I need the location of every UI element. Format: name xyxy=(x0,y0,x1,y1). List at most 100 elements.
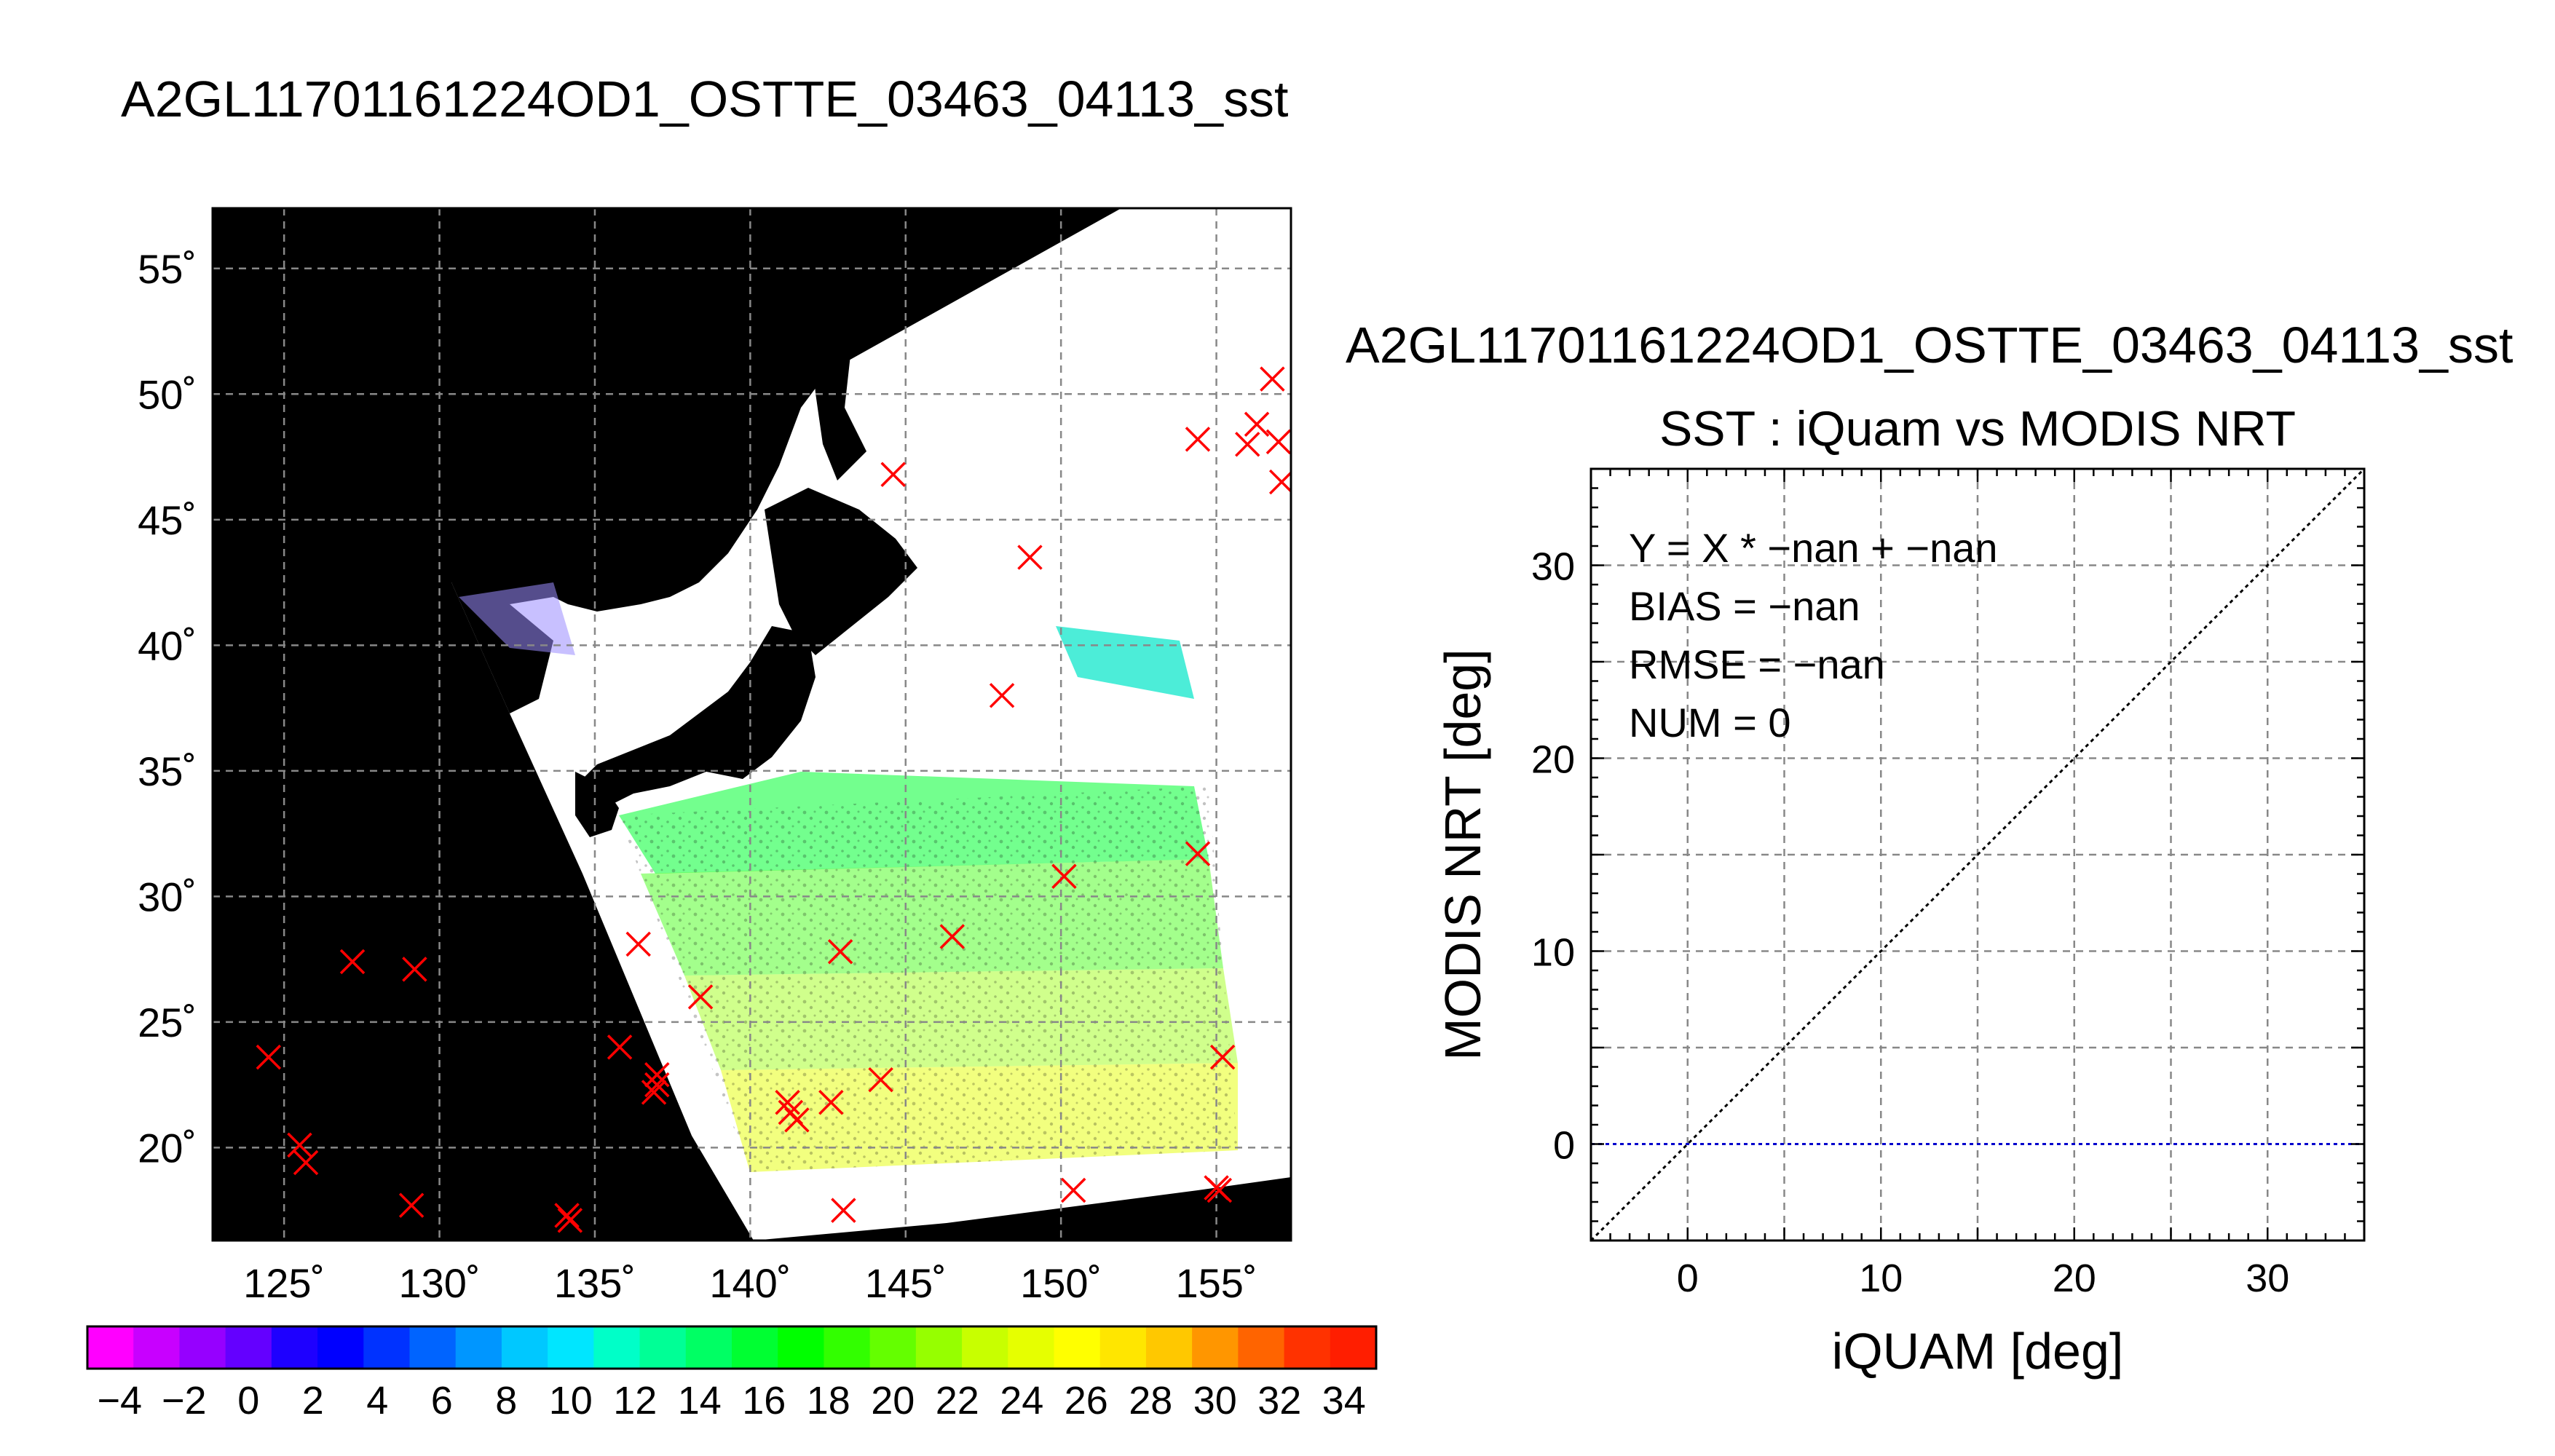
land-russia-coast xyxy=(451,233,823,612)
iquam-marker-stroke xyxy=(398,1192,424,1218)
colorbar-bin xyxy=(501,1326,548,1369)
map-xtick-label: 125˚ xyxy=(243,1260,325,1306)
colorbar-tick-label: 34 xyxy=(1322,1379,1366,1423)
iquam-marker-stroke xyxy=(644,1062,670,1088)
iquam-marker-stroke xyxy=(1061,1177,1086,1203)
colorbar-bin xyxy=(87,1326,134,1369)
colorbar-tick-label: 30 xyxy=(1193,1379,1237,1423)
scatter-xtick-label: 10 xyxy=(1859,1257,1903,1300)
map-xtick-label: 130˚ xyxy=(399,1260,481,1306)
map-ytick-labels: 20˚ 25˚ 30˚ 35˚ 40˚ 45˚ 50˚ 55˚ xyxy=(138,246,197,1171)
scatter-ytick-labels: 0 10 20 30 xyxy=(1531,545,1575,1168)
iquam-marker xyxy=(557,1208,583,1233)
iquam-marker-stroke xyxy=(1235,432,1260,457)
iquam-marker xyxy=(256,1044,282,1070)
colorbar-tick-label: 14 xyxy=(678,1379,722,1423)
iquam-marker-stroke xyxy=(1268,470,1291,495)
land-kyushu xyxy=(575,772,619,837)
iquam-marker-stroke xyxy=(1185,841,1211,866)
iquam-marker-stroke xyxy=(818,1090,844,1115)
colorbar-bin xyxy=(133,1326,180,1369)
colorbar-tick-label: 22 xyxy=(936,1379,979,1423)
map-xtick-label: 155˚ xyxy=(1176,1260,1257,1306)
colorbar-tick-label: 4 xyxy=(366,1379,388,1423)
colorbar: −4 −2 0 2 4 6 8 10 12 14 16 18 20 22 24 26 28 30 32 34 xyxy=(86,1325,1378,1423)
iquam-marker xyxy=(831,1198,856,1223)
iquam-marker-stroke xyxy=(641,1080,667,1105)
iquam-marker-stroke xyxy=(775,1090,800,1115)
map-ytick-label: 30˚ xyxy=(138,874,197,919)
colorbar-bin xyxy=(915,1326,963,1369)
colorbar-bin xyxy=(639,1326,687,1369)
iquam-marker xyxy=(641,1080,667,1105)
sst-band-cyan xyxy=(1056,626,1194,699)
colorbar-tick-label: 16 xyxy=(742,1379,786,1423)
sst-speckle-overlay xyxy=(619,786,1238,1172)
scatter-ytick-label: 0 xyxy=(1553,1124,1575,1168)
map-panel: 125˚ 130˚ 135˚ 140˚ 145˚ 150˚ 155˚ 20˚ 25˚ 30˚ 35… xyxy=(138,207,1292,1306)
iquam-marker xyxy=(775,1090,800,1115)
iquam-marker-stroke xyxy=(554,1203,580,1228)
colorbar-tick-label: 2 xyxy=(302,1379,324,1423)
sst-retrievals xyxy=(459,582,1238,1172)
colorbar-tick-label: −2 xyxy=(162,1379,207,1423)
colorbar-bin xyxy=(1054,1326,1101,1369)
map-ytick-label: 55˚ xyxy=(138,246,197,292)
iquam-marker-stroke xyxy=(287,1132,312,1158)
iquam-marker-stroke xyxy=(831,1198,856,1223)
map-xtick-label: 145˚ xyxy=(865,1260,947,1306)
iquam-markers xyxy=(256,366,1291,1233)
colorbar-tick-label: 28 xyxy=(1129,1379,1172,1423)
colorbar-tick-label: 20 xyxy=(871,1379,915,1423)
colorbar-tick-label: 24 xyxy=(1000,1379,1043,1423)
iquam-marker-stroke xyxy=(1209,1044,1236,1070)
scatter-content xyxy=(1591,469,2364,1241)
iquam-marker-stroke xyxy=(1051,863,1077,889)
land-masses xyxy=(451,233,917,837)
colorbar-bin xyxy=(548,1326,594,1369)
colorbar-bin xyxy=(685,1326,732,1369)
scatter-xtick-label: 0 xyxy=(1677,1257,1699,1300)
iquam-marker xyxy=(1265,429,1291,455)
iquam-marker xyxy=(687,984,714,1010)
land-sakhalin xyxy=(808,277,866,480)
scatter-stats: Y = X * −nan + −nan BIAS = −nan RMSE = −… xyxy=(1629,525,1998,745)
scatter-ylabel: MODIS NRT [deg] xyxy=(1434,649,1491,1060)
iquam-marker-stroke xyxy=(557,1208,583,1233)
iquam-marker xyxy=(554,1203,580,1228)
iquam-marker xyxy=(1185,427,1211,452)
stat-bias: BIAS = −nan xyxy=(1629,583,1860,629)
map-ytick-label: 40˚ xyxy=(138,622,197,668)
iquam-marker-stroke xyxy=(625,931,651,957)
iquam-marker-stroke xyxy=(687,984,714,1010)
colorbar-bins xyxy=(87,1326,1377,1369)
iquam-marker xyxy=(1017,545,1043,570)
colorbar-tick-label: 0 xyxy=(237,1379,259,1423)
colorbar-tick-label: −4 xyxy=(97,1379,142,1423)
iquam-marker-stroke xyxy=(644,1072,670,1098)
scatter-title: SST : iQuam vs MODIS NRT xyxy=(1659,401,2296,456)
iquam-marker xyxy=(287,1132,312,1158)
scatter-xtick-labels: 0 10 20 30 xyxy=(1677,1257,2290,1300)
colorbar-tick-label: 10 xyxy=(549,1379,593,1423)
iquam-marker-stroke xyxy=(989,683,1015,708)
iquam-marker xyxy=(939,924,965,949)
map-xtick-label: 150˚ xyxy=(1020,1260,1102,1306)
iquam-marker-stroke xyxy=(293,1150,319,1176)
colorbar-bin xyxy=(732,1326,778,1369)
iquam-marker xyxy=(1268,469,1291,495)
scatter-panel: A2GL11701161224OD1_OSTTE_03463_04113_sst… xyxy=(1346,317,2513,1380)
map-ytick-label: 20˚ xyxy=(138,1125,197,1171)
colorbar-tick-label: 8 xyxy=(495,1379,517,1423)
iquam-marker xyxy=(1185,841,1211,866)
iquam-marker xyxy=(625,931,651,957)
scatter-title-file: A2GL11701161224OD1_OSTTE_03463_04113_sst xyxy=(1346,317,2513,373)
map-xtick-label: 135˚ xyxy=(554,1260,636,1306)
map-frame xyxy=(211,207,1292,1242)
map-xtick-label: 140˚ xyxy=(709,1260,791,1306)
colorbar-bin xyxy=(1192,1326,1239,1369)
colorbar-bin xyxy=(1330,1326,1377,1369)
map-ytick-label: 25˚ xyxy=(138,1000,197,1045)
iquam-marker xyxy=(1207,1177,1233,1203)
iquam-marker-stroke xyxy=(868,1067,893,1093)
